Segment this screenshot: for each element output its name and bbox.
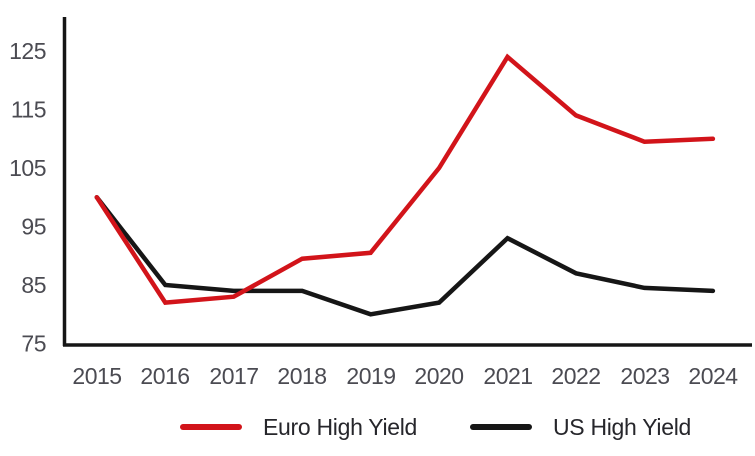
x-axis-tick-labels: 2015 2016 2017 2018 2019 2020 2021 2022 … (72, 363, 738, 389)
y-tick-label: 115 (11, 97, 46, 123)
legend-label: US High Yield (553, 413, 692, 440)
y-tick-label: 85 (21, 272, 46, 298)
chart-legend: Euro High Yield US High Yield (0, 412, 755, 446)
x-tick-label: 2021 (483, 363, 532, 389)
x-tick-label: 2020 (414, 363, 463, 389)
x-tick-label: 2015 (72, 363, 121, 389)
legend-item-euro-high-yield: Euro High Yield (180, 412, 417, 442)
line-chart: 125 115 105 95 85 75 2015 2016 2017 2018… (9, 17, 752, 389)
x-tick-label: 2016 (140, 363, 189, 389)
us-high-yield-swatch (470, 424, 532, 430)
us-high-yield-line (94, 195, 716, 317)
x-tick-label: 2023 (620, 363, 669, 389)
euro-high-yield-line (94, 53, 716, 305)
x-tick-label: 2017 (209, 363, 258, 389)
euro-high-yield-swatch (180, 424, 242, 430)
legend-label: Euro High Yield (263, 413, 418, 440)
x-tick-label: 2022 (551, 363, 600, 389)
x-tick-label: 2024 (688, 363, 738, 389)
legend-item-us-high-yield: US High Yield (470, 412, 691, 442)
y-tick-label: 125 (9, 38, 46, 64)
y-tick-label: 95 (21, 214, 46, 240)
y-tick-label: 105 (9, 155, 46, 181)
x-tick-label: 2018 (277, 363, 326, 389)
y-tick-label: 75 (21, 331, 46, 357)
y-axis-tick-labels: 125 115 105 95 85 75 (9, 38, 46, 357)
x-tick-label: 2019 (346, 363, 395, 389)
